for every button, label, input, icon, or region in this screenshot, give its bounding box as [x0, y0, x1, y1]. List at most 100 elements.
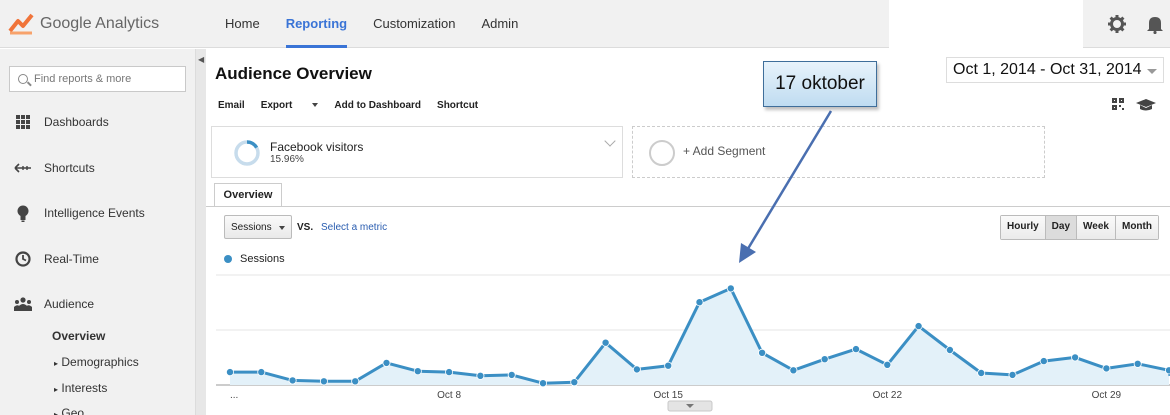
date-range-label: Oct 1, 2014 - Oct 31, 2014 [953, 61, 1142, 78]
segment-donut-icon [234, 140, 260, 166]
graduation-cap-icon[interactable] [1136, 99, 1156, 111]
nav-customization[interactable]: Customization [373, 16, 456, 31]
lightbulb-icon [14, 204, 32, 222]
data-point[interactable] [789, 366, 798, 375]
chart-legend: Sessions [224, 253, 285, 265]
data-point[interactable] [977, 369, 986, 378]
nav-reporting[interactable]: Reporting [273, 0, 360, 48]
data-point[interactable] [632, 365, 641, 374]
settings-gear-icon[interactable] [1107, 14, 1127, 34]
legend-label: Sessions [240, 253, 285, 265]
data-point[interactable] [1165, 366, 1170, 375]
chevron-down-icon[interactable] [604, 135, 616, 147]
data-point[interactable] [945, 346, 954, 355]
data-point[interactable] [1102, 364, 1111, 373]
data-point[interactable] [1008, 370, 1017, 379]
search-icon [18, 74, 28, 84]
add-segment-card[interactable]: + Add Segment [632, 126, 1045, 178]
caret-right-icon: ▸ [54, 410, 59, 415]
data-point[interactable] [852, 345, 861, 354]
sidebar-item-dashboards[interactable]: Dashboards [14, 112, 109, 132]
tab-divider [206, 206, 1170, 207]
granularity-hourly-button[interactable]: Hourly [1001, 216, 1046, 239]
granularity-toggle: Hourly Day Week Month [1000, 215, 1159, 240]
data-point[interactable] [664, 361, 673, 370]
vs-label: VS. [297, 222, 314, 233]
sidebar-sub-interests[interactable]: ▸ Interests [54, 381, 108, 395]
report-toolbar: Email Export Add to Dashboard Shortcut [218, 100, 494, 111]
data-point[interactable] [820, 355, 829, 364]
tab-overview[interactable]: Overview [214, 183, 282, 207]
top-bar: Google Analytics Home Reporting Customiz… [0, 0, 1170, 48]
data-point[interactable] [1071, 353, 1080, 362]
notifications-bell-icon[interactable] [1145, 14, 1165, 34]
data-point[interactable] [319, 377, 328, 386]
data-point[interactable] [476, 371, 485, 380]
granularity-month-button[interactable]: Month [1115, 216, 1158, 239]
find-reports-input[interactable]: Find reports & more [9, 66, 186, 92]
export-button[interactable]: Export [261, 100, 319, 111]
data-point[interactable] [225, 368, 234, 377]
brand-name: Google Analytics [40, 15, 160, 32]
sidebar-collapse-handle[interactable]: ◀ [195, 49, 206, 415]
data-point[interactable] [538, 379, 547, 388]
data-point[interactable] [257, 368, 266, 377]
data-point[interactable] [726, 284, 735, 293]
segment-card-facebook-visitors[interactable]: Facebook visitors 15.96% [211, 126, 623, 178]
sidebar-item-real-time[interactable]: Real-Time [14, 249, 99, 269]
data-point[interactable] [507, 370, 516, 379]
sidebar-item-label: Shortcuts [44, 161, 95, 175]
data-point[interactable] [914, 322, 923, 331]
data-point[interactable] [570, 378, 579, 387]
sidebar-item-intelligence-events[interactable]: Intelligence Events [14, 203, 145, 223]
sidebar-item-shortcuts[interactable]: Shortcuts [14, 158, 95, 178]
date-range-picker[interactable]: Oct 1, 2014 - Oct 31, 2014 [946, 57, 1164, 83]
sidebar-sub-geo[interactable]: ▸ Geo [54, 406, 84, 415]
qr-table-icon[interactable] [1112, 98, 1124, 110]
data-point[interactable] [382, 358, 391, 367]
add-segment-label: + Add Segment [683, 144, 766, 158]
granularity-week-button[interactable]: Week [1077, 216, 1116, 239]
sidebar-item-label: Dashboards [44, 115, 109, 129]
data-point[interactable] [288, 376, 297, 385]
select-metric-link[interactable]: Select a metric [321, 222, 388, 233]
data-point[interactable] [883, 360, 892, 369]
shortcut-button[interactable]: Shortcut [437, 100, 479, 111]
data-point[interactable] [445, 368, 454, 377]
grid-icon [14, 113, 32, 131]
series-line-sessions [230, 286, 1170, 385]
sidebar-sub-demographics[interactable]: ▸ Demographics [54, 355, 139, 369]
report-tool-icons [1112, 98, 1156, 111]
chevron-down-icon [279, 226, 285, 230]
sessions-line-chart[interactable]: ... Oct 8 Oct 15 Oct 22 Oct 29 [206, 262, 1170, 415]
account-selector[interactable] [889, 0, 1083, 48]
add-to-dashboard-button[interactable]: Add to Dashboard [334, 100, 422, 111]
segment-name: Facebook visitors [270, 140, 364, 154]
shortcut-arrow-icon [14, 159, 32, 177]
analytics-logo-icon [8, 13, 34, 35]
page-title: Audience Overview [215, 64, 372, 83]
data-point[interactable] [601, 338, 610, 347]
nav-home[interactable]: Home [225, 16, 260, 31]
data-point[interactable] [758, 348, 767, 357]
chevron-down-icon [312, 103, 319, 108]
nav-admin[interactable]: Admin [481, 16, 519, 31]
data-point[interactable] [695, 298, 704, 307]
granularity-day-button[interactable]: Day [1045, 216, 1078, 239]
email-button[interactable]: Email [218, 100, 245, 111]
sidebar-sub-overview[interactable]: Overview [52, 329, 106, 343]
people-icon [14, 295, 32, 313]
data-point[interactable] [413, 367, 422, 376]
data-point[interactable] [1133, 359, 1142, 368]
brand-logo[interactable]: Google Analytics [8, 10, 159, 38]
empty-segment-ring-icon [649, 140, 675, 166]
series-area-sessions [230, 288, 1169, 385]
clock-icon [14, 250, 32, 268]
data-point[interactable] [351, 377, 360, 386]
sidebar-item-audience[interactable]: Audience [14, 294, 94, 314]
caret-right-icon: ▸ [54, 359, 59, 368]
search-placeholder: Find reports & more [34, 73, 132, 85]
data-point[interactable] [1039, 357, 1048, 366]
metric-dropdown[interactable]: Sessions [224, 215, 292, 239]
